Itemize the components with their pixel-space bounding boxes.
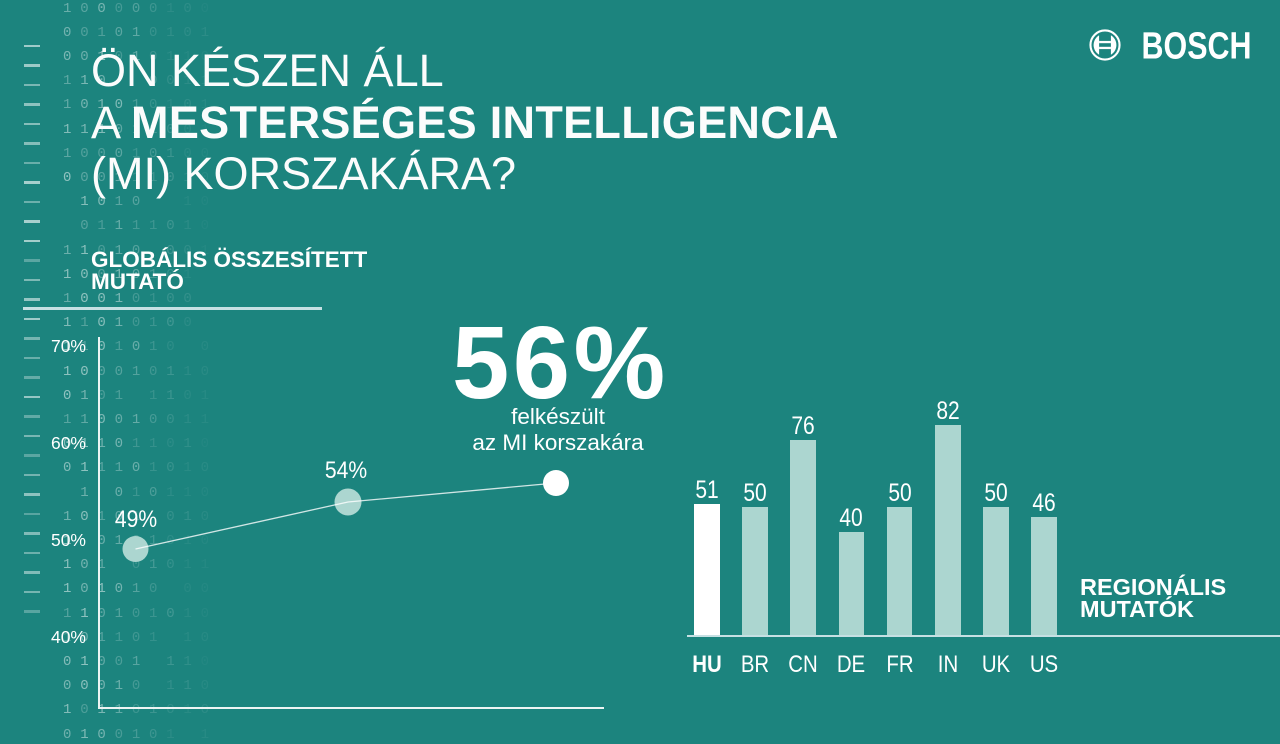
svg-text:BOSCH: BOSCH <box>1142 26 1252 68</box>
